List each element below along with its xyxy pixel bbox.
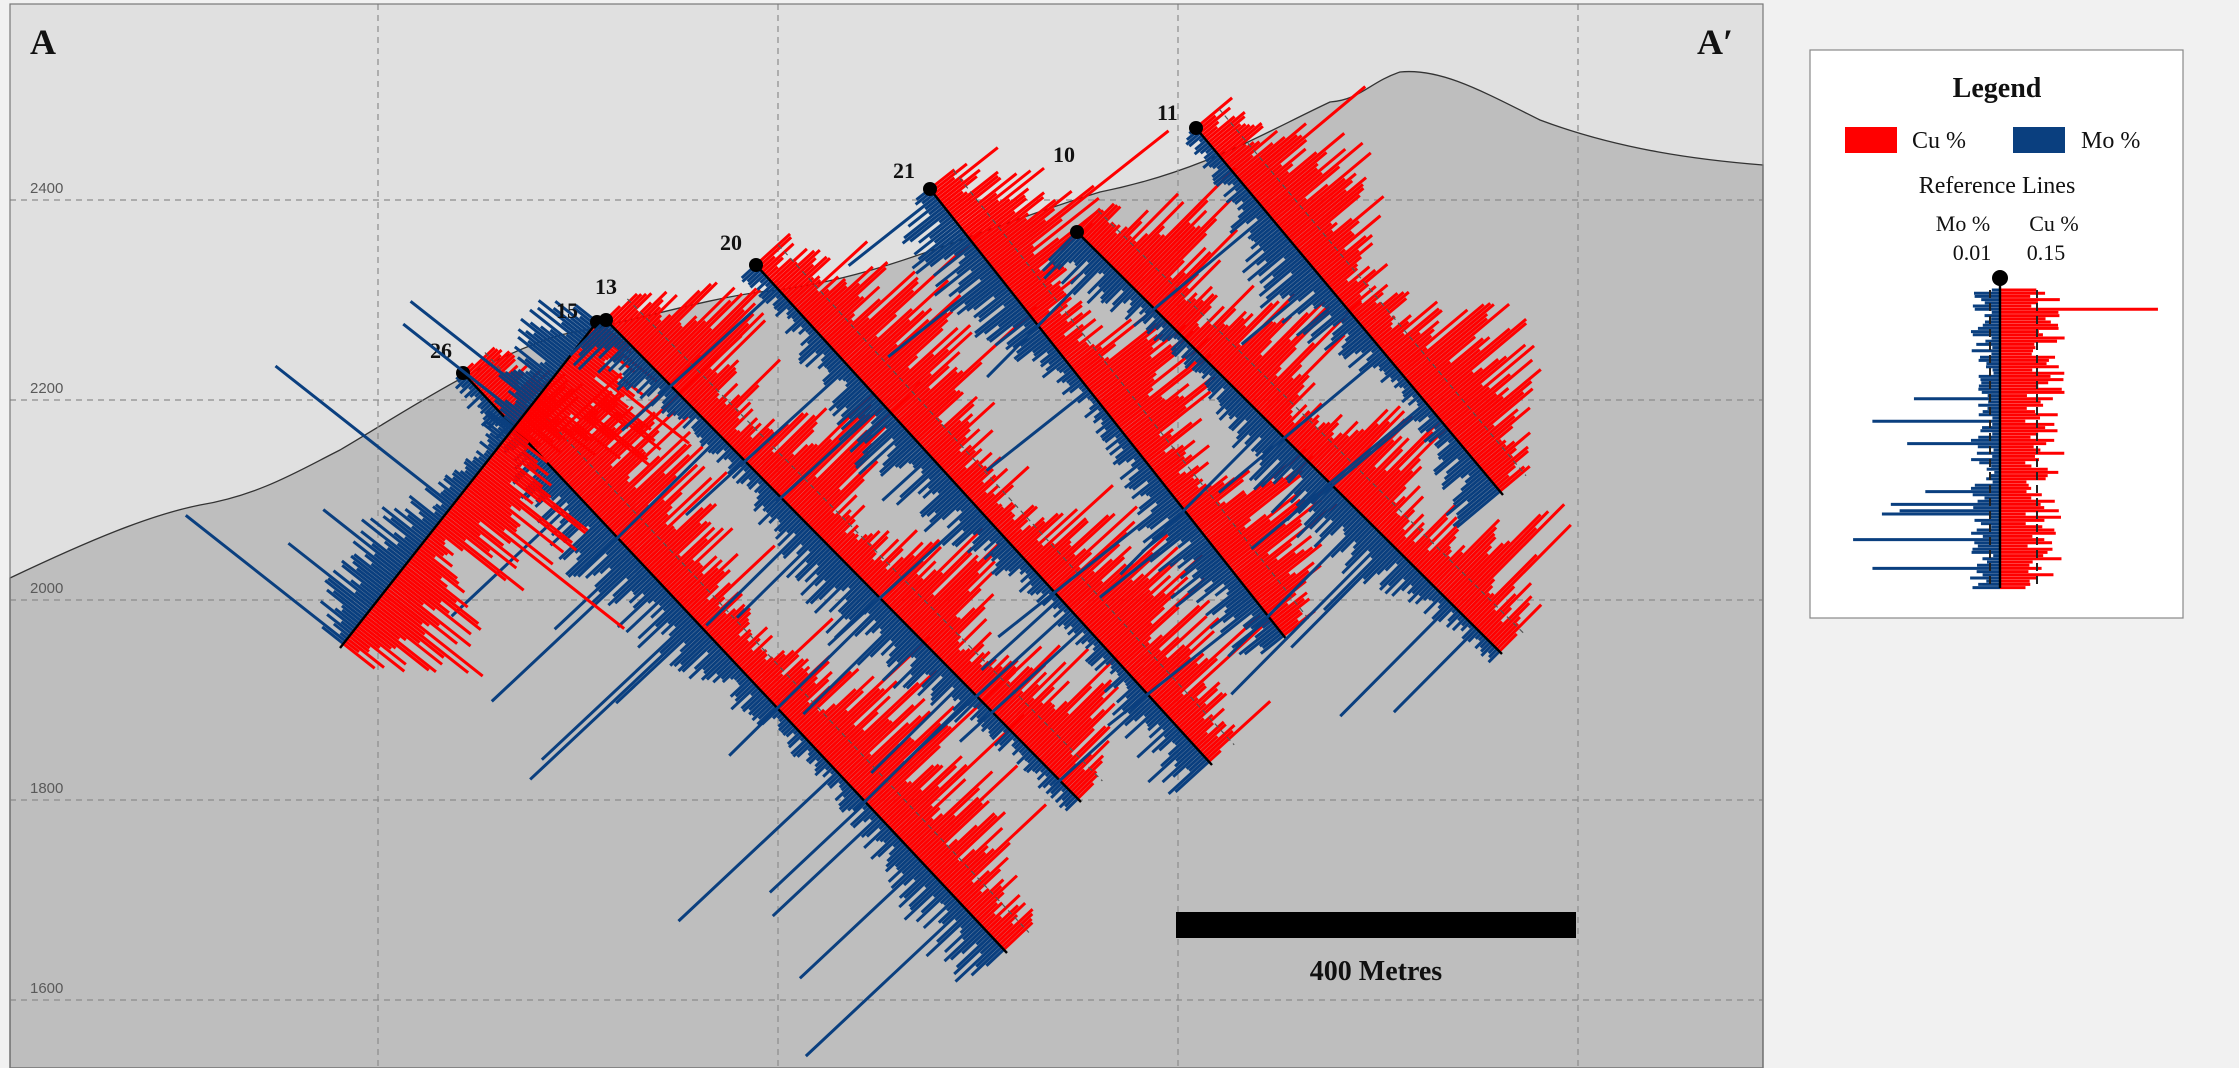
legend-mo-bars <box>1853 288 2000 590</box>
mo-histogram-11 <box>1133 126 1501 551</box>
elevation-label-1800: 1800 <box>30 780 63 797</box>
drillhole-21: 21 <box>847 129 1338 727</box>
cu-reference-line-21 <box>953 170 1311 622</box>
collar-marker-20 <box>749 258 763 272</box>
drillhole-trace-20 <box>755 264 1213 766</box>
drillhole-11: 11 <box>1133 85 1542 551</box>
mo-histogram-21 <box>847 187 1285 727</box>
drillhole-label-13: 13 <box>595 274 617 299</box>
elevation-label-1600: 1600 <box>30 980 63 997</box>
legend-mo-ref-value: 0.01 <box>1953 240 1992 265</box>
cu-reference-line-26 <box>484 352 1030 933</box>
drillhole-trace-26 <box>462 372 1008 954</box>
drillhole-label-15: 15 <box>556 298 578 323</box>
legend-reference-title: Reference Lines <box>1919 173 2076 199</box>
cu-histogram-26 <box>461 334 1048 951</box>
collar-marker-11 <box>1189 121 1203 135</box>
legend-cu-ref-value: 0.15 <box>2027 240 2066 265</box>
collar-marker-21 <box>923 182 937 196</box>
legend-sample-histogram <box>1853 270 2158 590</box>
mo-histogram-10 <box>986 230 1501 718</box>
legend-collar-marker <box>1992 270 2008 286</box>
elevation-label-2000: 2000 <box>30 580 63 597</box>
mo-histogram-15 <box>184 299 598 645</box>
collar-marker-10 <box>1070 225 1084 239</box>
drillhole-label-21: 21 <box>893 158 915 183</box>
elevation-label-2200: 2200 <box>30 380 63 397</box>
legend-cu-swatch <box>1845 127 1897 153</box>
drillhole-10: 10 <box>986 142 1572 718</box>
legend-cu-ref-label: Cu % <box>2029 211 2079 236</box>
drillhole-trace-10 <box>1076 231 1503 655</box>
drillhole-trace-21 <box>929 188 1288 641</box>
cu-reference-line-13 <box>626 298 1103 782</box>
elevation-labels: 2400 2200 2000 1800 1600 <box>30 180 63 997</box>
mo-histogram-20 <box>620 263 1210 795</box>
drillhole-trace-13 <box>605 319 1082 803</box>
drillhole-15: 15 <box>184 298 690 678</box>
section-end-label: A′ <box>1697 22 1733 62</box>
section-frame <box>9 3 1764 1068</box>
legend-mo-swatch <box>2013 127 2065 153</box>
legend-cu-label: Cu % <box>1912 128 1966 154</box>
elevation-label-2400: 2400 <box>30 180 63 197</box>
cu-histogram-11 <box>1195 85 1542 493</box>
cu-histogram-21 <box>929 129 1338 637</box>
drillhole-label-10: 10 <box>1053 142 1075 167</box>
cu-reference-line-10 <box>1097 210 1524 634</box>
drillhole-trace-11 <box>1195 127 1504 496</box>
cu-reference-line-20 <box>777 244 1235 746</box>
drillhole-label-11: 11 <box>1157 100 1178 125</box>
drillhole-label-20: 20 <box>720 230 742 255</box>
legend-title: Legend <box>1953 73 2042 104</box>
scale-bar-label: 400 Metres <box>1310 956 1443 987</box>
collar-marker-13 <box>599 313 613 327</box>
legend: Legend Cu % Mo % Reference Lines Mo % 0.… <box>1809 49 2184 619</box>
scale-bar <box>1176 912 1576 938</box>
cu-reference-line-11 <box>1218 108 1527 477</box>
legend-mo-ref-label: Mo % <box>1936 211 1990 236</box>
drillhole-trace-15 <box>339 321 598 649</box>
section-start-label: A <box>30 22 56 62</box>
legend-mo-label: Mo % <box>2081 128 2140 154</box>
drillhole-13: 13 <box>569 274 1120 813</box>
